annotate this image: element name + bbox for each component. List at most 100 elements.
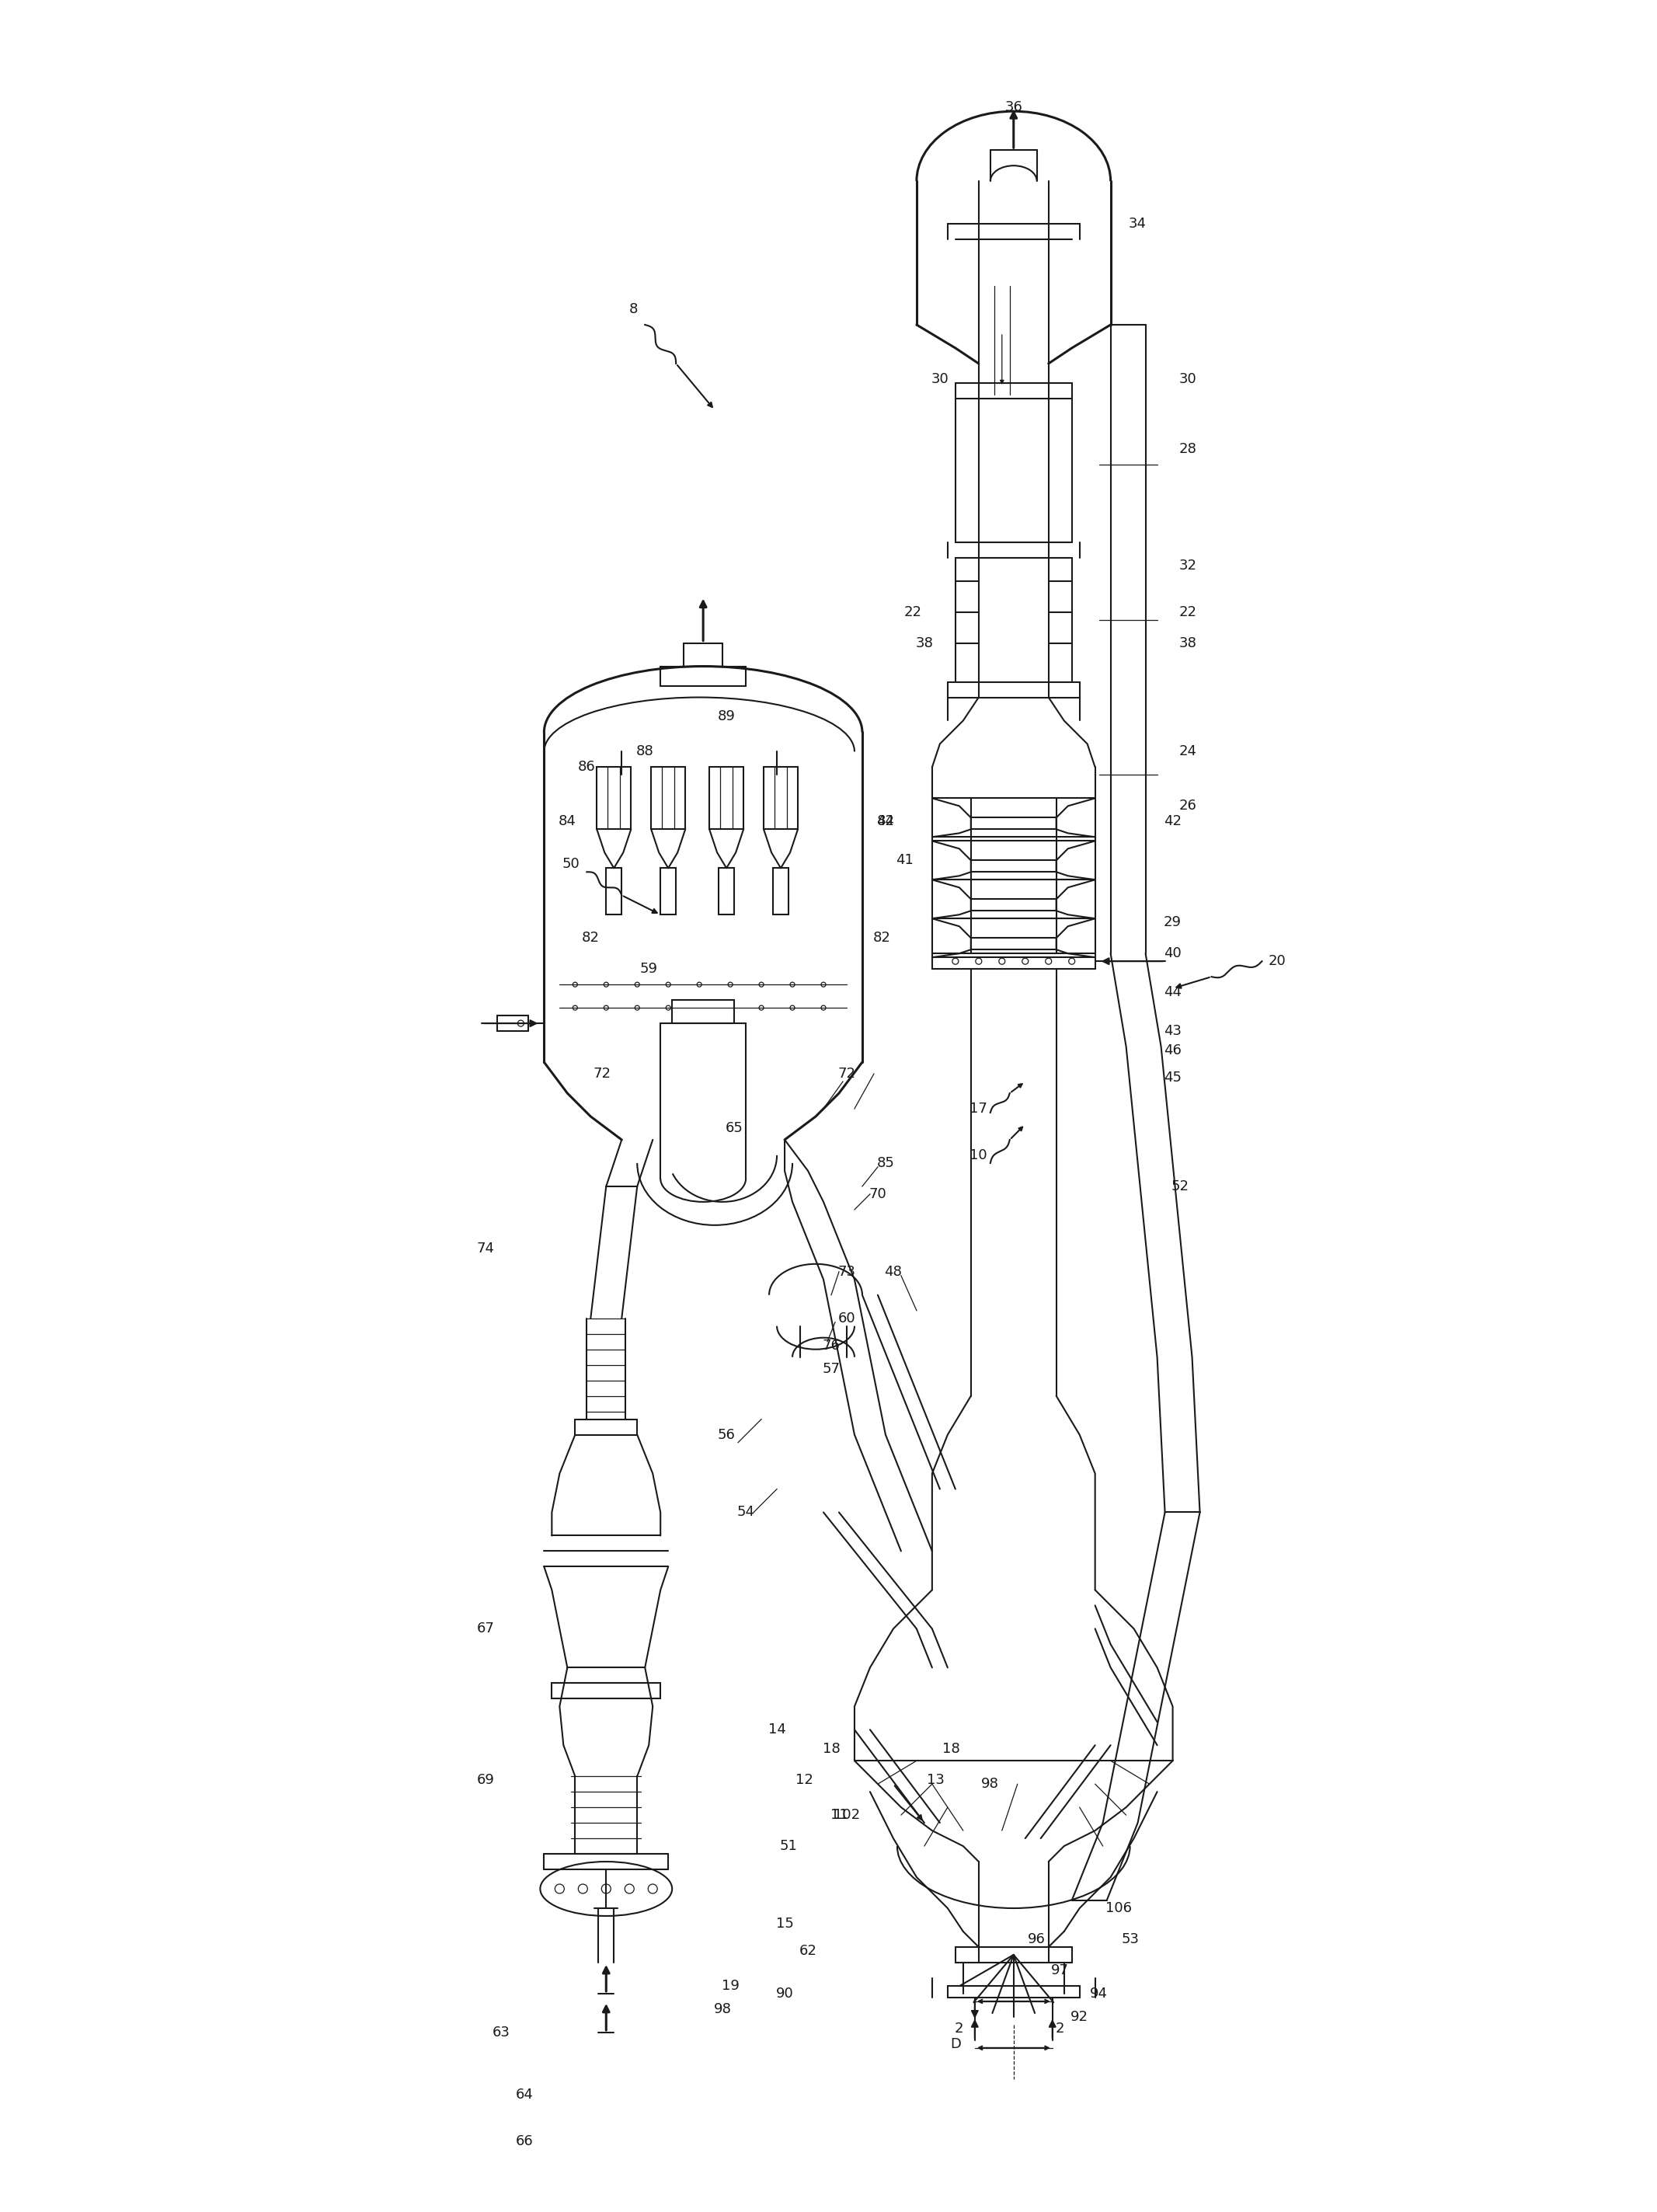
Text: 36: 36 — [1004, 100, 1022, 115]
Bar — [597, 768, 631, 830]
Text: 69: 69 — [477, 1774, 495, 1787]
Text: 72: 72 — [593, 1066, 611, 1082]
Text: 62: 62 — [799, 1944, 817, 1958]
Text: 60: 60 — [838, 1312, 855, 1325]
Text: 84: 84 — [558, 814, 577, 830]
Bar — [764, 768, 797, 830]
Bar — [606, 867, 621, 916]
Text: 66: 66 — [515, 2135, 534, 2148]
Text: 89: 89 — [717, 710, 736, 723]
Text: 72: 72 — [838, 1066, 855, 1082]
Circle shape — [601, 1885, 611, 1893]
Text: 56: 56 — [717, 1427, 736, 1442]
Text: 96: 96 — [1027, 1933, 1046, 1947]
Text: 34: 34 — [1128, 217, 1147, 230]
Text: 48: 48 — [885, 1265, 901, 1279]
Circle shape — [603, 982, 608, 987]
Bar — [709, 768, 744, 830]
Text: 45: 45 — [1163, 1071, 1181, 1084]
Text: 67: 67 — [477, 1621, 495, 1635]
Text: 63: 63 — [492, 2026, 510, 2039]
Text: 22: 22 — [1180, 604, 1196, 619]
Text: 30: 30 — [1180, 372, 1196, 387]
Circle shape — [625, 1885, 635, 1893]
Circle shape — [635, 982, 640, 987]
Text: 22: 22 — [903, 604, 921, 619]
Text: 82: 82 — [582, 931, 600, 945]
Circle shape — [666, 1006, 671, 1011]
Text: 98: 98 — [981, 1776, 999, 1792]
Text: 84: 84 — [877, 814, 895, 830]
Bar — [774, 867, 789, 916]
Circle shape — [698, 982, 701, 987]
Text: 38: 38 — [915, 637, 933, 650]
Text: 17: 17 — [969, 1102, 988, 1115]
Bar — [651, 768, 686, 830]
Bar — [719, 867, 734, 916]
Circle shape — [698, 1006, 701, 1011]
Text: 30: 30 — [931, 372, 949, 387]
Circle shape — [953, 958, 958, 964]
Text: 12: 12 — [795, 1774, 814, 1787]
Text: 24: 24 — [1180, 745, 1196, 759]
Text: 53: 53 — [1122, 1933, 1138, 1947]
Text: 13: 13 — [928, 1774, 944, 1787]
Text: 70: 70 — [868, 1188, 886, 1201]
Circle shape — [635, 1006, 640, 1011]
Text: 86: 86 — [578, 761, 595, 774]
Circle shape — [603, 1006, 608, 1011]
Circle shape — [976, 958, 983, 964]
Circle shape — [517, 1020, 524, 1026]
Circle shape — [999, 958, 1006, 964]
Text: 92: 92 — [1070, 2011, 1089, 2024]
Text: 28: 28 — [1180, 442, 1196, 456]
Bar — [661, 867, 676, 916]
Text: 42: 42 — [1163, 814, 1181, 830]
Text: D: D — [949, 2037, 961, 2051]
Text: 102: 102 — [833, 1807, 860, 1823]
Circle shape — [727, 982, 732, 987]
Circle shape — [727, 1006, 732, 1011]
Text: 54: 54 — [737, 1506, 756, 1520]
Text: 2: 2 — [1056, 2022, 1065, 2035]
Text: 44: 44 — [1163, 984, 1181, 1000]
Text: 98: 98 — [714, 2002, 731, 2015]
Circle shape — [822, 982, 825, 987]
Circle shape — [648, 1885, 658, 1893]
Circle shape — [573, 1006, 577, 1011]
Circle shape — [555, 1885, 565, 1893]
Bar — [673, 1000, 734, 1024]
Text: 73: 73 — [838, 1265, 855, 1279]
Text: 94: 94 — [1090, 1986, 1109, 2000]
Text: 97: 97 — [1051, 1964, 1069, 1978]
Text: 40: 40 — [1163, 947, 1181, 960]
Text: 88: 88 — [636, 745, 655, 759]
Text: 82: 82 — [873, 931, 890, 945]
Text: 90: 90 — [775, 1986, 794, 2000]
Circle shape — [573, 982, 577, 987]
Circle shape — [578, 1885, 588, 1893]
Text: 14: 14 — [767, 1723, 785, 1736]
Text: 18: 18 — [822, 1743, 840, 1756]
Text: 50: 50 — [562, 858, 580, 872]
Circle shape — [822, 1006, 825, 1011]
Circle shape — [790, 1006, 795, 1011]
Text: 11: 11 — [830, 1807, 848, 1823]
Text: 43: 43 — [1163, 1024, 1181, 1037]
Text: 38: 38 — [1180, 637, 1196, 650]
Circle shape — [666, 982, 671, 987]
Text: 18: 18 — [943, 1743, 961, 1756]
Text: 10: 10 — [969, 1148, 988, 1161]
Text: 32: 32 — [1180, 557, 1196, 573]
Circle shape — [759, 982, 764, 987]
Text: 29: 29 — [1163, 916, 1181, 929]
Text: 106: 106 — [1105, 1900, 1132, 1916]
Text: 85: 85 — [877, 1157, 895, 1170]
Text: 52: 52 — [1171, 1179, 1190, 1192]
Text: 74: 74 — [477, 1241, 495, 1256]
Circle shape — [1046, 958, 1052, 964]
Text: 8: 8 — [630, 303, 638, 316]
Text: 42: 42 — [877, 814, 895, 830]
Text: 26: 26 — [1180, 799, 1196, 814]
Text: 59: 59 — [640, 962, 658, 975]
